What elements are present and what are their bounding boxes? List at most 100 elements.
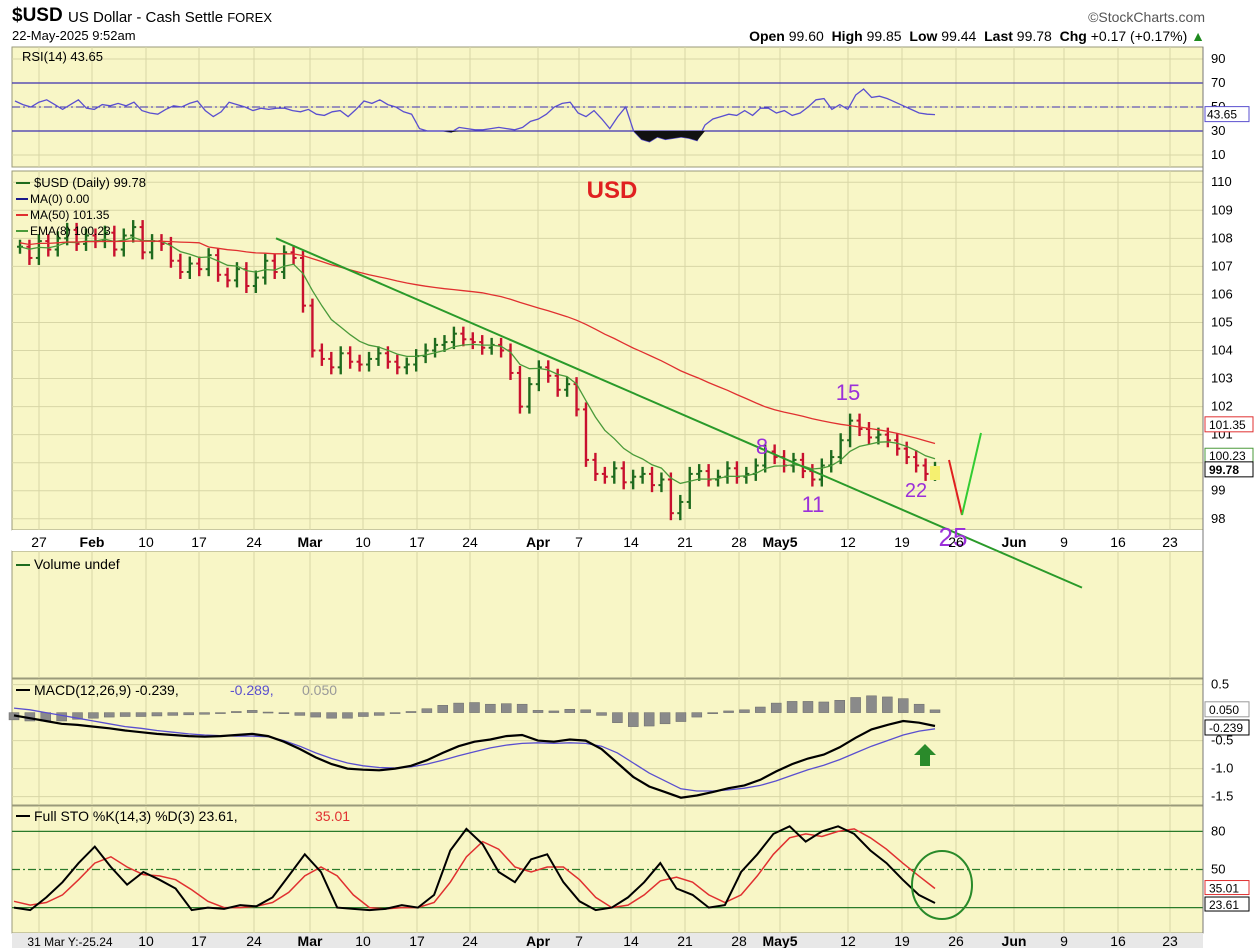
- sto-k-right-label: 23.61: [1209, 898, 1239, 912]
- annotation-11: 11: [802, 492, 825, 517]
- sto-xtick-label: 12: [840, 933, 856, 948]
- macd-tick-label: -1.0: [1211, 761, 1233, 776]
- price-tick-label: 109: [1211, 202, 1233, 217]
- macd-tick-label: 0.5: [1211, 677, 1229, 692]
- last-right-label: 99.78: [1209, 463, 1239, 477]
- macd-hist-right-box: [1204, 701, 1250, 718]
- macd-tick-label: -0.5: [1211, 733, 1233, 748]
- up-arrow-icon: [914, 744, 936, 766]
- open-label: Open: [749, 28, 785, 44]
- price-tick-label: 110: [1211, 174, 1232, 189]
- macd-histogram-bar: [453, 702, 464, 713]
- sto-k-right-box: [1204, 896, 1250, 912]
- sto-d-right-label: 35.01: [1209, 882, 1239, 896]
- macd-histogram-bar: [834, 700, 845, 713]
- macd-histogram-bar: [929, 709, 941, 713]
- macd-line: [13, 714, 936, 799]
- macd-histogram-bar: [882, 696, 893, 713]
- price-xtick-label: 19: [894, 534, 910, 550]
- price-xtick-label: 7: [575, 534, 583, 550]
- price-tick-label: 99: [1211, 483, 1225, 498]
- sto-xtick-label: 16: [1110, 933, 1126, 948]
- macd-histogram-bar: [278, 712, 290, 714]
- sto-xtick-label: 28: [731, 933, 747, 948]
- sto-d-line: [13, 828, 936, 910]
- legend-ema8: EMA(8) 100.23: [30, 224, 111, 238]
- ma50-right-box: [1204, 416, 1254, 433]
- symbol-label: $USD: [12, 5, 63, 26]
- exchange-text: FOREX: [227, 10, 273, 25]
- low-value: 99.44: [941, 28, 977, 44]
- macd-histogram-bar: [897, 698, 909, 713]
- price-xtick-label: May5: [762, 534, 797, 550]
- macd-histogram-bar: [580, 709, 591, 713]
- macd-histogram-bar: [786, 701, 798, 713]
- rsi-tick-label: 70: [1211, 75, 1225, 90]
- sto-xtick-label: 9: [1060, 933, 1068, 948]
- macd-histogram-bar: [119, 712, 131, 717]
- macd-histogram-bar: [548, 710, 560, 713]
- annotation-15: 15: [836, 380, 860, 405]
- macd-histogram-bar: [739, 709, 750, 713]
- macd-histogram-bar: [643, 712, 655, 727]
- macd-histogram-bar: [421, 708, 433, 713]
- trendline: [275, 237, 1083, 589]
- ma50-right-label: 101.35: [1209, 418, 1246, 432]
- rsi-tick-label: 90: [1211, 51, 1225, 66]
- price-xtick-label: 9: [1060, 534, 1068, 550]
- macd-histogram-bar: [564, 708, 576, 713]
- vol-panel-bg: [11, 550, 1204, 679]
- price-tick-label: 103: [1211, 371, 1233, 386]
- price-xtick-label: 10: [138, 534, 154, 550]
- sto-k-line: [13, 825, 936, 912]
- macd-histogram-bar: [199, 712, 210, 715]
- price-xtick-label: Feb: [80, 534, 105, 550]
- up-arrow-icon: ▲: [1191, 28, 1205, 44]
- last-label: Last: [984, 28, 1013, 44]
- price-xtick-label: 24: [462, 534, 478, 550]
- rsi-oversold-fill: [443, 131, 705, 142]
- macd-signal-line: [13, 707, 936, 792]
- ema8-line: [19, 236, 936, 485]
- sto-xtick-label: May5: [762, 933, 797, 948]
- price-xtick-label: Jun: [1002, 534, 1027, 550]
- sto-xtick-label: 14: [623, 933, 639, 948]
- macd-histogram-bar: [294, 712, 306, 716]
- sto-xtick-label: 17: [409, 933, 425, 948]
- macd-histogram-bar: [231, 711, 242, 713]
- projection-up-line: [961, 432, 982, 516]
- sto-d-right-box: [1204, 880, 1250, 896]
- macd-histogram-bar: [659, 712, 671, 725]
- macd-histogram-bar: [707, 712, 718, 714]
- macd-right-label: -0.239: [1209, 721, 1243, 735]
- macd-histogram-bar: [104, 712, 115, 718]
- sto-xtick-label: Mar: [298, 933, 323, 948]
- chg-label: Chg: [1059, 28, 1087, 44]
- macd-histogram-bar: [358, 712, 369, 717]
- macd-legend-hist: 0.050: [302, 682, 337, 698]
- sto-xtick-label: 7: [575, 933, 583, 948]
- macd-histogram-bar: [183, 712, 194, 716]
- sto-xtick-label: 21: [677, 933, 693, 948]
- macd-histogram-bar: [326, 712, 337, 719]
- sto-xtick-label: 24: [462, 933, 478, 948]
- price-xtick-label: Mar: [298, 534, 323, 550]
- sto-legend-main: Full STO %K(14,3) %D(3) 23.61,: [34, 808, 238, 824]
- macd-histogram-bar: [612, 712, 623, 723]
- macd-histogram-bar: [56, 712, 67, 722]
- legend-ma50: MA(50) 101.35: [30, 208, 110, 222]
- sto-xtick-label: 26: [948, 933, 964, 948]
- macd-histogram-bar: [802, 701, 814, 713]
- price-legend-main: $USD (Daily) 99.78: [34, 175, 146, 190]
- rsi-legend: RSI(14) 43.65: [22, 49, 103, 64]
- quote-summary: Open 99.60 High 99.85 Low 99.44 Last 99.…: [749, 28, 1205, 44]
- price-tick-label: 102: [1211, 399, 1233, 414]
- macd-histogram-bar: [88, 712, 99, 719]
- macd-histogram-bar: [628, 712, 639, 727]
- macd-histogram-bar: [850, 697, 861, 713]
- price-xtick-label: 28: [731, 534, 747, 550]
- macd-histogram-bar: [501, 703, 512, 713]
- ma50-line: [19, 240, 936, 445]
- price-xtick-label: 17: [409, 534, 425, 550]
- macd-right-box: [1204, 719, 1250, 736]
